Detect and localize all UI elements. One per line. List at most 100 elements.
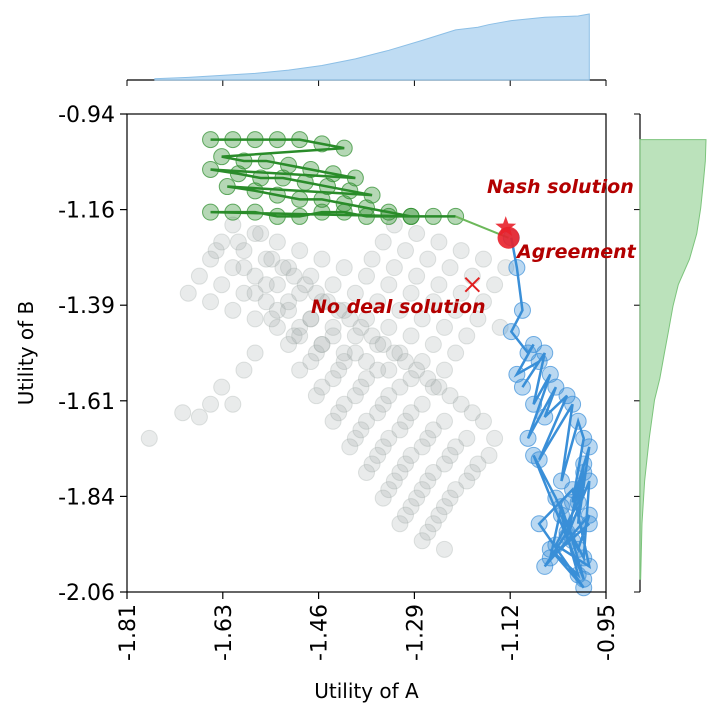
outcome-point bbox=[268, 318, 286, 336]
outcome-point bbox=[296, 276, 314, 294]
outcome-point bbox=[452, 284, 470, 302]
outcome-cloud bbox=[140, 216, 515, 558]
outcome-point bbox=[246, 267, 264, 285]
agent-b-offer-point bbox=[541, 365, 559, 383]
outcome-point bbox=[280, 301, 298, 319]
agent-b-offer-point bbox=[513, 378, 531, 396]
outcome-point bbox=[263, 250, 281, 268]
outcome-point bbox=[352, 318, 370, 336]
agent-a-offer-point bbox=[291, 207, 309, 225]
outcome-point bbox=[291, 318, 309, 336]
outcome-point bbox=[330, 361, 348, 379]
outcome-point bbox=[341, 438, 359, 456]
outcome-point bbox=[408, 361, 426, 379]
agent-b-offer-point bbox=[580, 506, 598, 524]
outcome-point bbox=[346, 327, 364, 345]
agent-a-offer-point bbox=[280, 156, 298, 174]
agent-a-offer-point bbox=[252, 169, 270, 187]
outcome-point bbox=[430, 506, 448, 524]
outcome-point bbox=[274, 259, 292, 277]
outcome-point bbox=[458, 472, 476, 490]
agent-b-line bbox=[509, 237, 592, 589]
outcome-point bbox=[474, 412, 492, 430]
outcome-point bbox=[268, 301, 286, 319]
agent-b-offer-point bbox=[575, 455, 593, 473]
outcome-point bbox=[179, 284, 197, 302]
agent-a-offer-point bbox=[313, 203, 331, 221]
outcome-point bbox=[330, 404, 348, 422]
outcome-point bbox=[374, 489, 392, 507]
outcome-point bbox=[291, 327, 309, 345]
outcome-point bbox=[280, 335, 298, 353]
nash-solution-label: Nash solution bbox=[487, 176, 634, 198]
outcome-point bbox=[268, 276, 286, 294]
outcome-point bbox=[202, 250, 220, 268]
outcome-point bbox=[285, 327, 303, 345]
outcome-point bbox=[447, 438, 465, 456]
outcome-point bbox=[335, 395, 353, 413]
outcome-point bbox=[402, 498, 420, 516]
outcome-point bbox=[324, 276, 342, 294]
outcome-point bbox=[335, 301, 353, 319]
outcome-point bbox=[441, 387, 459, 405]
outcome-point bbox=[441, 259, 459, 277]
outcome-point bbox=[374, 438, 392, 456]
agent-b-offer-point bbox=[575, 464, 593, 481]
outcome-point bbox=[313, 335, 331, 353]
outcome-point bbox=[346, 344, 364, 362]
agent-a-offer-point bbox=[335, 203, 353, 221]
outcome-point bbox=[463, 464, 481, 481]
outcome-point bbox=[335, 353, 353, 371]
outcome-point bbox=[369, 361, 387, 379]
outcome-point bbox=[358, 310, 375, 328]
outcome-point bbox=[335, 344, 353, 362]
outcome-point bbox=[346, 284, 364, 302]
plot-frame bbox=[126, 113, 607, 593]
outcome-point bbox=[229, 233, 247, 251]
agent-b-offer-point bbox=[558, 387, 576, 405]
outcome-point bbox=[346, 429, 364, 447]
outcome-point bbox=[307, 344, 325, 362]
agent-b-offer-point bbox=[513, 301, 531, 319]
outcome-point bbox=[396, 455, 414, 473]
outcome-point bbox=[474, 250, 492, 268]
outcome-point bbox=[190, 267, 208, 285]
agent-a-offer-point bbox=[296, 173, 314, 191]
outcome-point bbox=[491, 318, 509, 336]
agent-a-offer-point bbox=[202, 131, 220, 149]
agent-b-offer-point bbox=[569, 493, 587, 511]
outcome-point bbox=[391, 515, 409, 533]
outcome-point bbox=[346, 387, 364, 405]
outcome-point bbox=[352, 421, 370, 439]
outcome-point bbox=[235, 259, 253, 277]
outcome-point bbox=[224, 259, 242, 277]
outcome-point bbox=[435, 540, 453, 558]
outcome-point bbox=[324, 412, 342, 430]
agent-a-line bbox=[210, 138, 456, 218]
agent-a-offer-point bbox=[358, 207, 375, 225]
outcome-point bbox=[430, 378, 448, 396]
outcome-point bbox=[235, 242, 253, 260]
outcome-point bbox=[213, 233, 231, 251]
agent-b-trace bbox=[502, 229, 598, 597]
agent-a-offer-point bbox=[202, 160, 220, 178]
outcome-point bbox=[408, 489, 426, 507]
agent-b-offer-point bbox=[508, 365, 526, 383]
agent-a-offer-point bbox=[274, 169, 292, 187]
no-deal-marker-stroke bbox=[464, 277, 481, 293]
outcome-point bbox=[330, 301, 348, 319]
y-tick-label: -1.39 bbox=[58, 294, 115, 319]
outcome-point bbox=[319, 293, 337, 311]
agent-a-offer-point bbox=[268, 207, 286, 225]
top-hist-area bbox=[154, 13, 590, 81]
outcome-point bbox=[380, 481, 398, 499]
agent-a-offer-point bbox=[291, 131, 309, 149]
outcome-point bbox=[441, 446, 459, 464]
outcome-point bbox=[313, 335, 331, 353]
outcome-point bbox=[202, 293, 220, 311]
agent-b-offer-point bbox=[536, 344, 554, 362]
agent-a-offer-point bbox=[302, 160, 320, 178]
outcome-point bbox=[263, 310, 281, 328]
outcome-point bbox=[224, 395, 242, 413]
x-tick-label: -1.63 bbox=[212, 604, 237, 661]
